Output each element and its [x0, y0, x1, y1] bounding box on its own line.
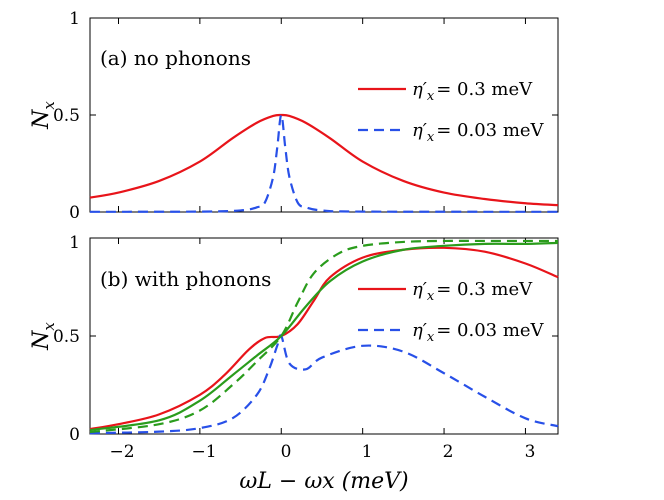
svg-text:Nx: Nx [29, 101, 58, 130]
panel-b-xtick-label-1: −1 [191, 442, 216, 462]
panel-b-xtick-label-4: 2 [443, 442, 454, 462]
panel-b-legend-label-0: η′x = 0.3 meV [412, 279, 533, 304]
panel-b-ytick-label-0: 0 [69, 425, 80, 445]
panel-b-xtick-label-2: 0 [281, 442, 292, 462]
panel-b-xlabel: ωL − ωx (meV) [239, 469, 408, 494]
panel-b-series-s2 [89, 334, 559, 435]
panel-a-ytick-label-1: 0.5 [53, 106, 80, 126]
panel-b: 0 0.5 1 −2 −1 0 1 2 3 (b) with phonons N… [29, 233, 559, 494]
panel-a-series-s1 [89, 113, 559, 207]
panel-b-ylabel: Nx [29, 322, 58, 351]
panel-b-label: (b) with phonons [100, 267, 271, 291]
panel-b-legend-label-1: η′x = 0.03 meV [412, 320, 545, 345]
panel-a-legend: η′x = 0.3 meV η′x = 0.03 meV [358, 79, 545, 145]
panel-a-ylabel: Nx [29, 101, 58, 130]
panel-a-ytick-label-0: 0 [69, 203, 80, 223]
panel-a-ytick-label-2: 1 [69, 9, 80, 29]
panel-b-series-s1 [89, 246, 559, 431]
panel-a-lines [89, 113, 559, 213]
panel-b-series-s3 [89, 241, 559, 432]
panel-b-ytick-label-1: 0.5 [53, 327, 80, 347]
panel-b-lines [89, 239, 559, 435]
panel-a-legend-label-0: η′x = 0.3 meV [412, 79, 533, 104]
panel-b-xtick-label-5: 3 [525, 442, 536, 462]
panel-a-label: (a) no phonons [100, 46, 251, 70]
panel-b-series-s4 [89, 239, 558, 434]
panel-a: 0 0.5 1 (a) no phonons Nx η′x = 0.3 meV η… [29, 9, 559, 223]
panel-a-legend-label-1: η′x = 0.03 meV [412, 120, 545, 145]
panel-b-legend: η′x = 0.3 meV η′x = 0.03 meV [358, 279, 545, 345]
panel-a-series-s2 [89, 113, 559, 213]
svg-text:Nx: Nx [29, 322, 58, 351]
panel-b-xtick-label-3: 1 [362, 442, 373, 462]
panel-b-ytick-label-2: 1 [69, 233, 80, 253]
panel-b-xtick-label-0: −2 [109, 442, 134, 462]
